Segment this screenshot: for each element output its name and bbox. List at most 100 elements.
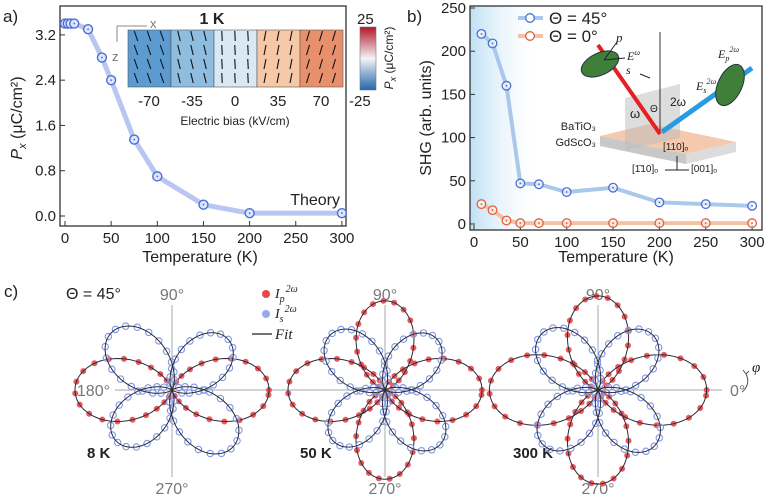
x-tick-label: 150 <box>601 234 626 251</box>
data-point-center <box>133 138 136 141</box>
x-tick-label: 50 <box>512 234 529 251</box>
dipole-arrow <box>221 72 223 84</box>
dipole-arrow <box>190 44 194 56</box>
dipole-arrow <box>177 72 181 84</box>
phi-label: φ <box>752 360 760 376</box>
dipole-arrow <box>146 58 152 70</box>
theory-annotation: Theory <box>290 192 340 209</box>
dipole-arrow <box>177 44 181 56</box>
dipole-arrow <box>234 30 236 42</box>
legend-label: Θ = 45° <box>549 9 607 28</box>
fit-curve <box>287 357 483 423</box>
label-ep-2omega: Ep2ω <box>717 45 739 63</box>
dipole-arrow <box>276 44 280 56</box>
label-es-2omega: Es2ω <box>695 77 716 95</box>
legend-marker <box>525 13 535 23</box>
fit-curve <box>327 332 443 448</box>
data-point-center <box>658 222 661 225</box>
legend-label-s: Is2ω <box>274 304 297 325</box>
panel-c: c) Θ = 45° 180° 0° φ 90° 270° 8 K 90° 270° 50… <box>4 282 760 498</box>
dipole-arrow <box>177 58 181 70</box>
dipole-arrow <box>234 44 236 56</box>
dipole-arrow <box>263 72 267 84</box>
data-point-center <box>565 222 568 225</box>
series-line-1 <box>480 202 753 226</box>
label-2omega: 2ω <box>670 95 686 109</box>
legend-c: Ip2ω Is2ω Fit <box>252 284 298 343</box>
x-tick-label: 250 <box>283 230 308 247</box>
temperature-label: 50 K <box>300 445 332 462</box>
output-analyzer <box>715 63 745 107</box>
panel-label-b: b) <box>407 7 422 26</box>
angle-label-270: 270° <box>368 481 401 498</box>
x-axis-label-b: Temperature (K) <box>558 249 674 266</box>
dipole-arrow <box>318 30 324 42</box>
y-tick-label: 0 <box>458 216 466 233</box>
colorbar-label: Px (μC/cm²) <box>382 27 398 90</box>
data-point-center <box>73 22 76 25</box>
dipole-arrow <box>247 44 249 56</box>
dipole-arrow <box>234 72 236 84</box>
data-point-center <box>505 84 508 87</box>
dipole-arrow <box>331 30 337 42</box>
dipole-arrow <box>318 72 324 84</box>
x-tick-label: 300 <box>740 234 765 251</box>
temperature-label: 8 K <box>87 445 111 462</box>
substrate-side <box>686 142 736 164</box>
legend-marker-s <box>262 310 270 318</box>
fit-curve <box>104 325 240 455</box>
angle-label-180: 180° <box>77 383 110 400</box>
x-tick-label: 200 <box>647 234 672 251</box>
experiment-schematic: p Eω s Ep2ω Es2ω 2ω ω Θ BaTiO₃ GdScO₃ [1… <box>555 30 754 175</box>
polar-plot: 90°270°300 K <box>486 287 710 498</box>
data-point-center <box>658 201 661 204</box>
data-point-center <box>751 222 753 225</box>
legend-marker <box>525 31 535 41</box>
axis-z-label: z <box>112 49 119 64</box>
dipole-arrow <box>263 58 267 70</box>
angle-label-90: 90° <box>373 287 397 304</box>
dipole-arrow <box>289 58 293 70</box>
dipole-arrow <box>305 44 311 56</box>
data-point-center <box>202 203 205 206</box>
low-temperature-shading <box>470 6 544 230</box>
dipole-arrow <box>133 44 139 56</box>
dipole-arrow <box>221 44 223 56</box>
plot-frame-b <box>469 5 763 231</box>
colorbar <box>359 26 377 91</box>
phi-arrow-icon <box>741 369 750 393</box>
dipole-arrow <box>276 30 280 42</box>
y-axis-label-b: SHG (arb. units) <box>418 60 435 176</box>
y-axis-label-a: Px (μC/cm²) <box>9 76 29 159</box>
dipole-arrow <box>247 58 249 70</box>
data-point-center <box>87 28 89 31</box>
label-substrate: GdScO₃ <box>555 137 596 149</box>
panel-b: b) 0 50 100 150 200 250 300 0 50 100 150 200 250 Tem… <box>407 0 765 266</box>
x-tick-label: 0 <box>61 230 69 247</box>
dipole-arrow <box>203 30 207 42</box>
dipole-arrow <box>190 72 194 84</box>
dipole-arrow <box>133 72 139 84</box>
fit-curve <box>488 354 708 426</box>
data-point-center <box>704 222 707 225</box>
dipole-arrow <box>159 58 165 70</box>
y-tick-label: 0.8 <box>35 163 56 180</box>
data-point-center <box>156 175 159 178</box>
y-tick-label: 50 <box>449 173 466 190</box>
crystal-axes <box>665 156 689 171</box>
dipole-arrow <box>146 30 152 42</box>
substrate-front <box>600 136 686 164</box>
dipole-arrow <box>221 30 223 42</box>
x-tick-label: 250 <box>693 234 718 251</box>
x-tick-label: 150 <box>191 230 216 247</box>
data-point-center <box>341 212 343 215</box>
label-film: BaTiO₃ <box>561 121 596 133</box>
y-tick-label: 200 <box>441 43 466 60</box>
polar-plot: 90° 270° 50 K <box>285 287 485 498</box>
panel-label-a: a) <box>3 7 18 26</box>
y-tick-label: 2.4 <box>35 72 56 89</box>
condition-label: Θ = 45° <box>66 286 121 303</box>
angle-label-0: 0° <box>730 383 745 400</box>
